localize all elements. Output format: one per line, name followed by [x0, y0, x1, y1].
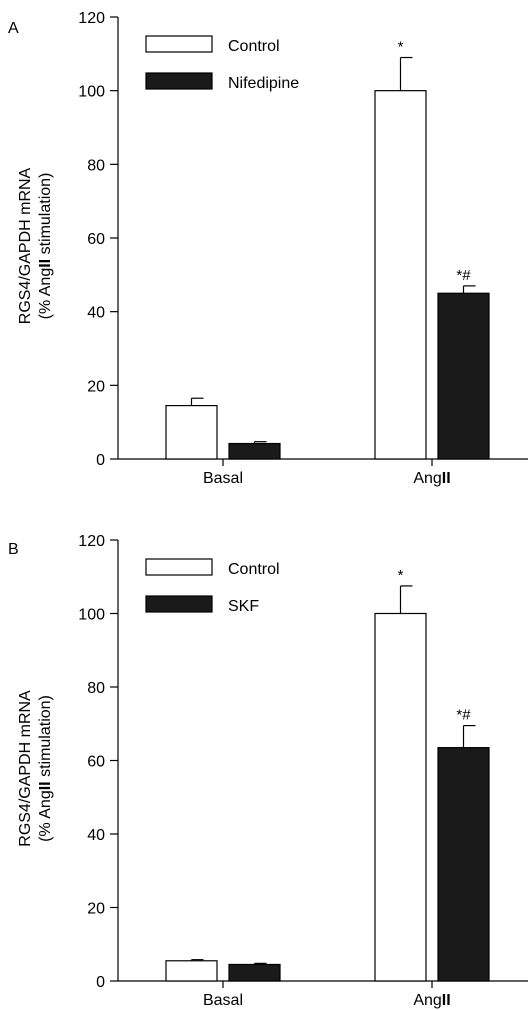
x-tick-label: Basal [203, 992, 243, 1009]
y-tick-label: 100 [78, 607, 105, 624]
y-tick-label: 20 [87, 378, 105, 395]
legend-label: Control [228, 38, 280, 55]
x-tick-label: Basal [203, 470, 243, 487]
chart-panel-b: B 0 20 40 60 80 100 120 Basal AngII RGS4/GAPDH mRN… [8, 533, 528, 1009]
y-tick-label: 120 [78, 533, 105, 550]
y-tick-label: 60 [87, 231, 105, 248]
significance-annotation: *# [456, 267, 471, 284]
y-tick-label: 0 [96, 974, 105, 991]
bar-skf-angii [437, 747, 490, 982]
significance-annotation: * [398, 567, 404, 584]
y-axis-label-line2: (% AngII stimulation) [37, 173, 54, 320]
significance-annotation: * [398, 39, 404, 56]
bar-control-basal [165, 960, 218, 982]
legend-swatch [145, 558, 213, 576]
legend-label: Nifedipine [228, 75, 299, 92]
chart-panel-a: A 0 20 40 60 80 100 120 Basal AngII RGS4/GAPDH mRN… [8, 10, 528, 487]
bar-nifedipine-angii [437, 292, 490, 460]
bar-control-angii [374, 612, 427, 982]
significance-annotation: *# [456, 707, 471, 724]
y-tick-label: 80 [87, 157, 105, 174]
bar-skf-basal [228, 963, 281, 982]
y-axis-label: RGS4/GAPDH mRNA [17, 167, 34, 324]
y-tick-label: 120 [78, 10, 105, 27]
y-tick-label: 40 [87, 827, 105, 844]
legend-label: SKF [228, 598, 259, 615]
legend-label: Control [228, 561, 280, 578]
bar-nifedipine-basal [228, 442, 281, 460]
x-tick-label: AngII [413, 992, 450, 1009]
panel-label: A [8, 20, 19, 37]
legend-swatch [145, 72, 213, 90]
x-tick-label: AngII [413, 470, 450, 487]
legend-swatch [145, 595, 213, 613]
bar-control-basal [165, 404, 218, 460]
y-tick-label: 0 [96, 452, 105, 469]
legend-swatch [145, 35, 213, 53]
bar-control-angii [374, 90, 427, 460]
y-tick-label: 20 [87, 901, 105, 918]
y-tick-label: 40 [87, 305, 105, 322]
y-axis-label: RGS4/GAPDH mRNA [17, 690, 34, 847]
y-tick-label: 60 [87, 754, 105, 771]
y-tick-label: 100 [78, 84, 105, 101]
y-tick-label: 80 [87, 680, 105, 697]
panel-label: B [8, 541, 19, 558]
y-axis-label-line2: (% AngII stimulation) [37, 695, 54, 842]
